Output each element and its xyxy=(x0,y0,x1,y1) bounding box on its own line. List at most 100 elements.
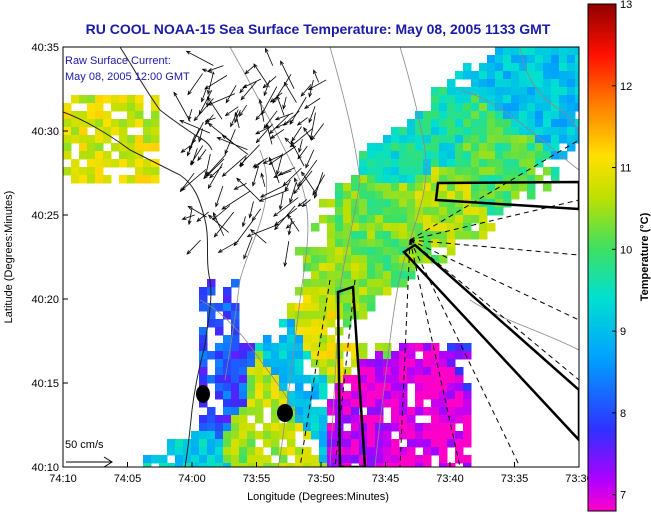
current-vector xyxy=(214,211,235,238)
sst-cell xyxy=(463,103,472,112)
sst-cell xyxy=(511,159,520,168)
current-vector-head xyxy=(217,248,223,253)
sst-cell xyxy=(487,95,496,104)
sst-cell xyxy=(479,207,488,216)
sst-cell xyxy=(263,383,272,392)
sst-cell xyxy=(431,151,440,160)
sst-cell xyxy=(319,407,328,416)
sst-cell xyxy=(399,239,408,248)
sst-cell xyxy=(511,175,520,184)
sst-cell xyxy=(391,127,400,136)
sst-cell xyxy=(511,119,520,128)
sst-cell xyxy=(399,279,408,288)
sst-cell xyxy=(311,335,320,344)
sst-cell xyxy=(343,439,352,448)
sst-cell xyxy=(399,159,408,168)
current-vector xyxy=(279,191,284,210)
sst-cell xyxy=(455,215,464,224)
sst-cell xyxy=(407,359,416,368)
sst-cell xyxy=(327,375,336,384)
sst-cell xyxy=(383,151,392,160)
sst-cell xyxy=(279,319,288,328)
y-tick-label: 40:10 xyxy=(31,462,59,474)
sst-cell xyxy=(351,359,360,368)
sst-cell xyxy=(303,335,312,344)
sst-cell xyxy=(367,215,376,224)
sst-cell xyxy=(295,383,304,392)
sst-cell xyxy=(287,431,296,440)
current-vector-head xyxy=(198,110,203,116)
sst-cell xyxy=(335,279,344,288)
current-vector xyxy=(266,124,273,145)
current-vector xyxy=(311,123,325,141)
current-vector xyxy=(293,170,313,194)
sst-cell xyxy=(255,455,264,464)
sst-cell xyxy=(439,183,448,192)
sst-cell xyxy=(231,431,240,440)
sst-cell xyxy=(103,151,112,160)
y-tick-label: 40:35 xyxy=(31,42,59,54)
sst-cell xyxy=(87,119,96,128)
sst-cell xyxy=(199,375,208,384)
sst-cell xyxy=(223,343,232,352)
sst-cell xyxy=(127,103,136,112)
sst-cell xyxy=(455,191,464,200)
current-vector xyxy=(308,79,327,90)
sst-cell xyxy=(335,183,344,192)
sst-cell xyxy=(207,375,216,384)
current-vector-head xyxy=(261,110,266,116)
sst-cell xyxy=(175,463,184,467)
current-vector-head xyxy=(204,85,209,90)
sst-cell xyxy=(535,63,544,72)
sst-cell xyxy=(463,159,472,168)
sst-cell xyxy=(479,111,488,120)
sst-cell xyxy=(271,391,280,400)
sst-cell xyxy=(407,247,416,256)
sst-cell xyxy=(271,463,280,467)
current-vector-head xyxy=(187,220,192,226)
current-vector-head xyxy=(309,135,314,141)
current-vector xyxy=(187,73,203,95)
sst-cell xyxy=(111,127,120,136)
sst-cell xyxy=(279,335,288,344)
sst-cell xyxy=(183,463,192,467)
sst-cell xyxy=(359,207,368,216)
sst-cell xyxy=(399,455,408,464)
sst-cell xyxy=(79,135,88,144)
sst-cell xyxy=(407,423,416,432)
sst-cell xyxy=(343,463,352,467)
sst-cell xyxy=(399,191,408,200)
sst-cell xyxy=(383,399,392,408)
sst-cell xyxy=(87,103,96,112)
current-vector-head xyxy=(304,104,309,109)
sst-cell xyxy=(479,135,488,144)
sst-cell xyxy=(215,327,224,336)
sst-cell xyxy=(383,367,392,376)
sst-cell xyxy=(367,383,376,392)
sst-cell xyxy=(447,127,456,136)
sst-cell xyxy=(527,87,536,96)
sst-cell xyxy=(575,135,579,144)
current-vector-head xyxy=(290,140,295,146)
sst-cell xyxy=(71,95,80,104)
current-vector xyxy=(236,178,261,202)
sst-cell xyxy=(343,407,352,416)
sst-cell xyxy=(271,399,280,408)
sst-cell xyxy=(311,287,320,296)
sst-cell xyxy=(215,415,224,424)
sst-cell xyxy=(375,143,384,152)
sst-cell xyxy=(383,439,392,448)
current-vector-head xyxy=(272,98,277,104)
sst-cell xyxy=(415,183,424,192)
sst-cell xyxy=(367,303,376,312)
sst-cell xyxy=(535,159,544,168)
sst-cell xyxy=(375,183,384,192)
sst-cell xyxy=(319,359,328,368)
sst-cell xyxy=(447,79,456,88)
sst-cell xyxy=(431,383,440,392)
current-vector xyxy=(298,139,303,153)
sst-cell xyxy=(471,143,480,152)
sst-cell xyxy=(103,135,112,144)
sst-cell xyxy=(367,231,376,240)
sst-cell xyxy=(343,247,352,256)
